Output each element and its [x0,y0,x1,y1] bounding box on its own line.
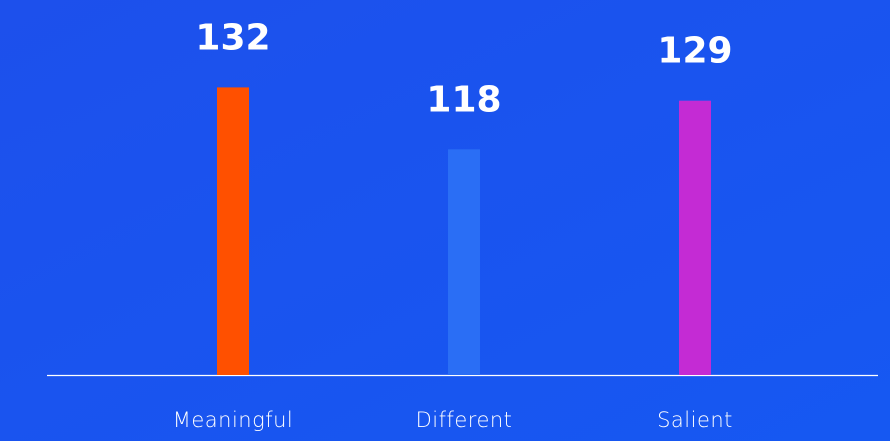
x-tick-label: Meaningful [173,408,294,432]
value-label: 132 [195,17,270,58]
bar [217,87,249,375]
bar [448,149,480,375]
bar [679,100,711,375]
x-tick-label: Different [416,408,513,432]
value-label: 129 [657,31,732,72]
value-label: 118 [426,79,501,120]
x-tick-label: Salient [657,408,733,432]
